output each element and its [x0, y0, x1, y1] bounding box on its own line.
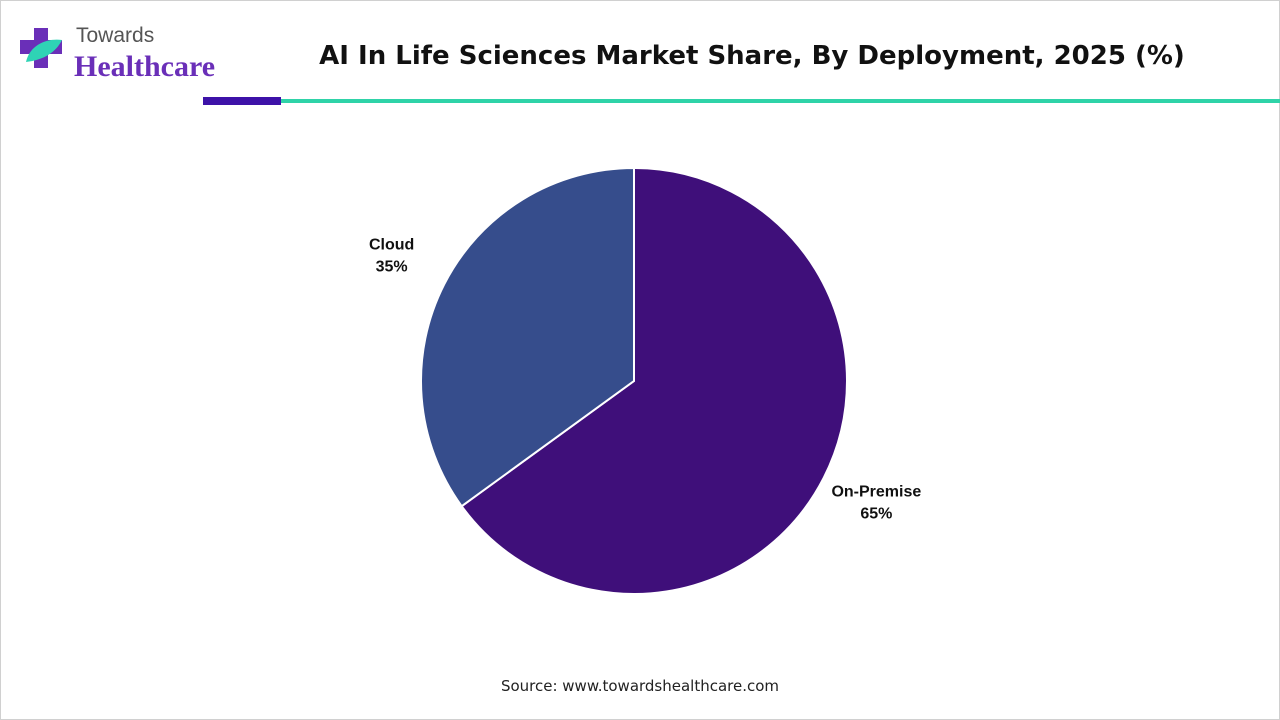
slice-label: On-Premise: [831, 483, 921, 500]
brand-line2: Healthcare: [74, 50, 215, 83]
slice-value: 65%: [860, 505, 892, 522]
logo: Towards Healthcare: [20, 24, 215, 83]
header-rule: [281, 99, 1280, 103]
slice-value: 35%: [376, 259, 408, 276]
source: Source: www.towardshealthcare.com: [501, 677, 779, 695]
pie-slice: [420, 166, 635, 508]
pie: On-Premise 65% Cloud 35%: [369, 166, 921, 595]
slice-label: Cloud: [369, 237, 414, 254]
chart-title: AI In Life Sciences Market Share, By Dep…: [319, 41, 1185, 71]
header-accent: [203, 97, 281, 105]
pie-slice: [460, 166, 848, 595]
logo-leaf: [26, 39, 62, 62]
brand-line1: Towards: [76, 24, 154, 47]
